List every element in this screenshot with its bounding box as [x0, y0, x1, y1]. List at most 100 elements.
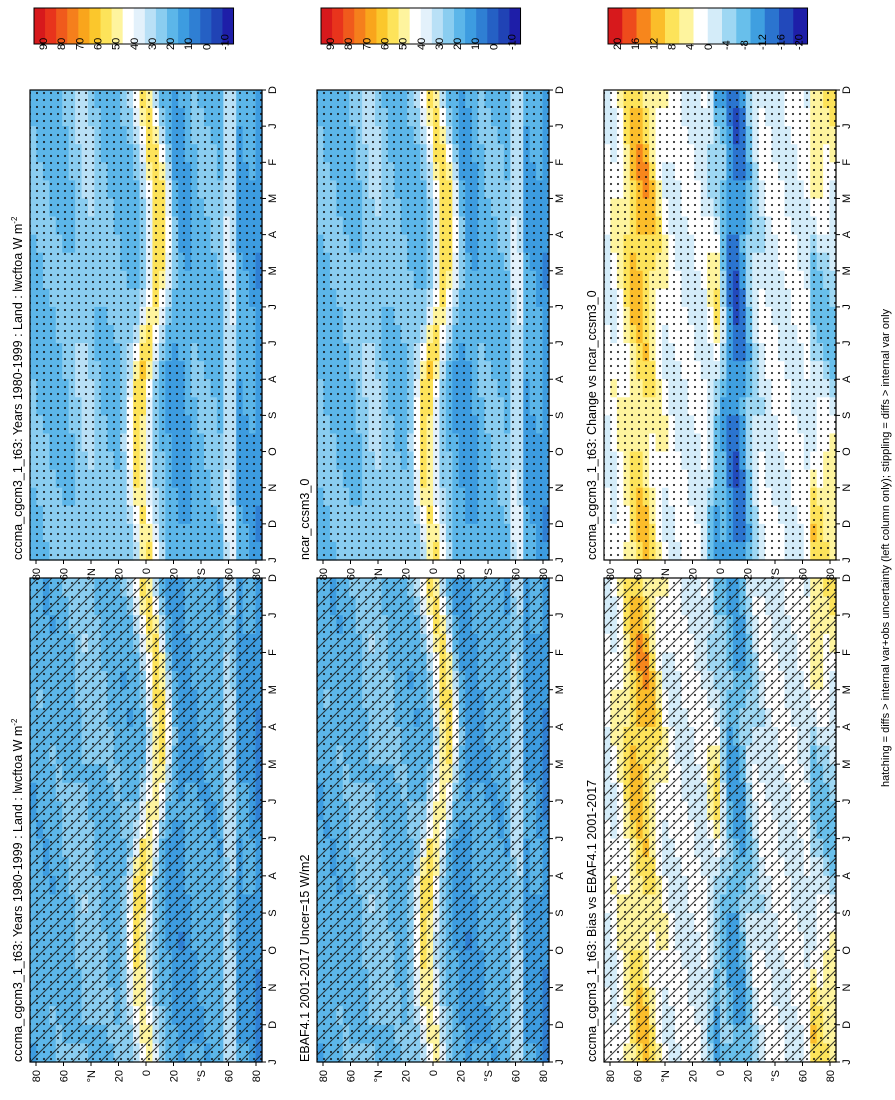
- lat-tick-label: 60: [59, 568, 71, 580]
- colorbar-frame: [320, 7, 522, 45]
- month-tick-label: J: [554, 1059, 566, 1065]
- month-tick-label: O: [554, 447, 566, 456]
- lat-tick-label: °S: [483, 568, 495, 580]
- colorbar-label: 50: [111, 38, 123, 50]
- month-tick-label: F: [267, 159, 279, 166]
- panel-right-middle: 80 60 °N 20 0 20 °S 60 80DJFMAMJJASONDJncar_ccsm…: [298, 7, 566, 580]
- colorbar-swatch: [465, 8, 477, 44]
- month-tick-label: O: [267, 946, 279, 955]
- colorbar-swatch: [420, 8, 433, 44]
- colorbar-swatch: [442, 8, 455, 44]
- colorbar-label: 20: [165, 38, 177, 50]
- month-tick-label: D: [554, 574, 566, 582]
- lat-tick-label: 80: [318, 1070, 330, 1082]
- month-tick-label: J: [554, 799, 566, 805]
- month-tick-label: N: [554, 984, 566, 992]
- colorbar-label: 70: [361, 38, 373, 50]
- month-tick-label: S: [267, 412, 279, 419]
- month-tick-label: A: [554, 872, 566, 880]
- month-tick-label: A: [267, 723, 279, 731]
- colorbar-label: -10: [219, 34, 231, 50]
- lat-tick-label: 20: [114, 568, 126, 580]
- colorbar-swatch: [200, 8, 212, 44]
- month-tick-label: M: [267, 266, 279, 275]
- colorbar-label: 10: [470, 38, 482, 50]
- colorbar-swatch: [144, 8, 157, 44]
- colorbar-swatch: [189, 8, 201, 44]
- colorbar-label: 50: [398, 38, 410, 50]
- month-tick-label: D: [267, 86, 279, 94]
- month-tick-label: J: [554, 612, 566, 618]
- colorbar-swatch: [211, 8, 223, 44]
- month-tick-label: J: [267, 836, 279, 842]
- panels-layer: 80 60 °N 20 0 20 °S 60 80 D J F M A M J J A S O N D Jcccma_cgc…: [10, 7, 853, 1082]
- month-tick-label: J: [554, 836, 566, 842]
- colorbar-label: 60: [92, 38, 104, 50]
- colorbar-label: 80: [56, 38, 68, 50]
- colorbar-label: 90: [38, 38, 50, 50]
- colorbar-swatch: [155, 8, 168, 44]
- month-tick-label: A: [554, 230, 566, 238]
- lat-tick-label: 80: [31, 1070, 43, 1082]
- month-tick-label: M: [554, 266, 566, 275]
- lat-tick-label: 60: [511, 568, 523, 580]
- colorbar-label: 60: [379, 38, 391, 50]
- month-tick-label: M: [554, 194, 566, 203]
- hatching-overlay: [30, 578, 262, 1062]
- colorbar-swatch: [365, 8, 377, 44]
- month-tick-label: M: [267, 194, 279, 203]
- lat-tick-label: °N: [373, 568, 385, 580]
- month-tick-label: D: [267, 574, 279, 582]
- month-tick-label: D: [267, 520, 279, 528]
- colorbar-swatch: [45, 8, 57, 44]
- hatching-overlay: [317, 578, 549, 1062]
- lat-tick-label: 60: [59, 1070, 71, 1082]
- colorbar-label: -10: [506, 34, 518, 50]
- colorbar-label: 20: [452, 38, 464, 50]
- colorbar-swatch: [89, 8, 102, 44]
- colorbar-swatch: [409, 8, 422, 44]
- lat-tick-label: 20: [456, 568, 468, 580]
- month-tick-label: J: [267, 1059, 279, 1065]
- month-tick-label: D: [554, 520, 566, 528]
- month-tick-label: M: [554, 760, 566, 769]
- colorbar-swatch: [509, 8, 522, 44]
- panel-title: EBAF4.1 2001-2017 Uncer=15 W/m2: [298, 855, 312, 1062]
- lat-tick-label: °N: [373, 1070, 385, 1082]
- colorbar-label: 90: [325, 38, 337, 50]
- title-superscript: -2: [10, 718, 19, 726]
- month-tick-label: D: [554, 86, 566, 94]
- colorbar-swatch: [431, 8, 444, 44]
- month-tick-label: J: [267, 799, 279, 805]
- lat-tick-label: °S: [483, 1070, 495, 1082]
- panel-title: cccma_cgcm3_1_t63: Years 1980-1999 : Lan…: [10, 216, 25, 560]
- month-tick-label: J: [267, 123, 279, 128]
- month-tick-label: J: [554, 557, 566, 563]
- colorbar-swatch: [222, 8, 235, 44]
- month-tick-label: A: [267, 375, 279, 383]
- colorbar-swatch: [34, 8, 46, 44]
- lat-tick-label: 80: [538, 1070, 550, 1082]
- month-tick-label: S: [267, 909, 279, 916]
- month-tick-label: F: [554, 649, 566, 656]
- colorbar-swatch: [454, 8, 466, 44]
- lat-tick-label: 60: [224, 568, 236, 580]
- lat-tick-label: °S: [196, 1070, 208, 1082]
- title-superscript: -2: [10, 216, 19, 224]
- stippling-overlay: [30, 90, 262, 560]
- colorbar-label: 40: [416, 38, 428, 50]
- colorbar-swatch: [122, 8, 135, 44]
- colorbar-swatch: [178, 8, 190, 44]
- lat-tick-label: 0: [428, 568, 440, 574]
- colorbar-swatch: [56, 8, 68, 44]
- month-tick-label: F: [554, 159, 566, 166]
- month-tick-label: J: [267, 340, 279, 346]
- colorbar-swatch: [376, 8, 389, 44]
- month-tick-label: J: [267, 612, 279, 618]
- colorbar-frame: [33, 7, 235, 45]
- colorbar-swatch: [487, 8, 499, 44]
- month-tick-label: M: [554, 685, 566, 694]
- lat-tick-label: 60: [224, 1070, 236, 1082]
